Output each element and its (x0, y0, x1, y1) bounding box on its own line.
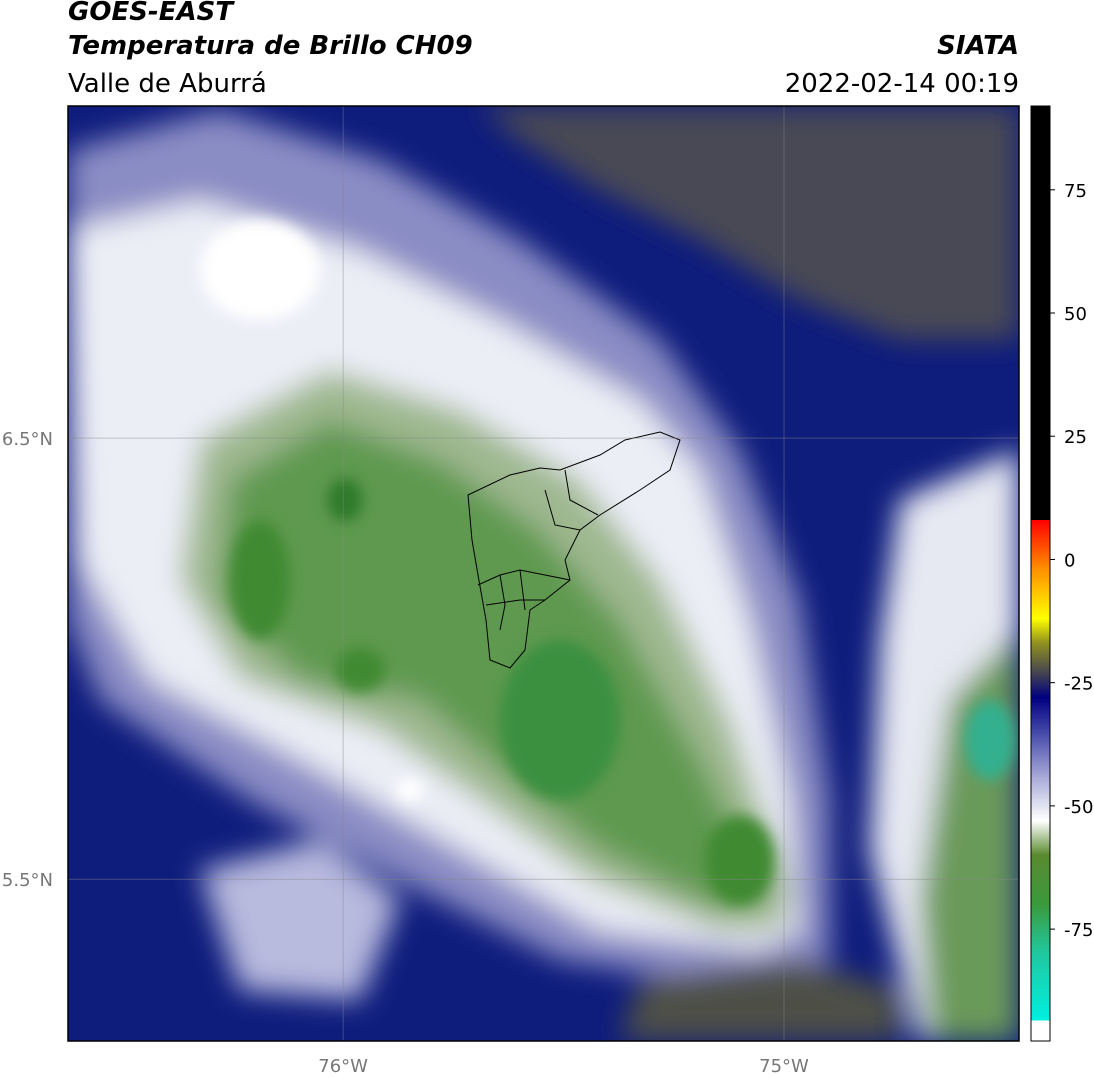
colorbar-tick-label: 0 (1064, 550, 1075, 571)
title: GOES-EAST (68, 0, 235, 27)
datetime: 2022-02-14 00:19 (785, 69, 1019, 99)
source: SIATA (937, 31, 1019, 61)
y-tick-label: 6.5°N (2, 429, 53, 450)
y-tick-label: 5.5°N (2, 870, 53, 891)
subtitle: Temperatura de Brillo CH09 (68, 31, 473, 61)
colorbar (1030, 105, 1051, 1042)
boundaries (467, 431, 681, 669)
colorbar-tick-label: 50 (1064, 304, 1087, 325)
region: Valle de Aburrá (68, 69, 267, 99)
colorbar-tick-label: -50 (1064, 797, 1093, 818)
colorbar-tick-label: -25 (1064, 674, 1093, 695)
x-tick-label: 76°W (318, 1056, 368, 1077)
colorbar-tick-label: 25 (1064, 427, 1087, 448)
x-tick-label: 75°W (759, 1056, 809, 1077)
map-frame (67, 105, 1020, 1042)
satellite-field (68, 106, 1019, 1041)
colorbar-tick-label: -75 (1064, 920, 1093, 941)
colorbar-tick-label: 75 (1064, 181, 1087, 202)
